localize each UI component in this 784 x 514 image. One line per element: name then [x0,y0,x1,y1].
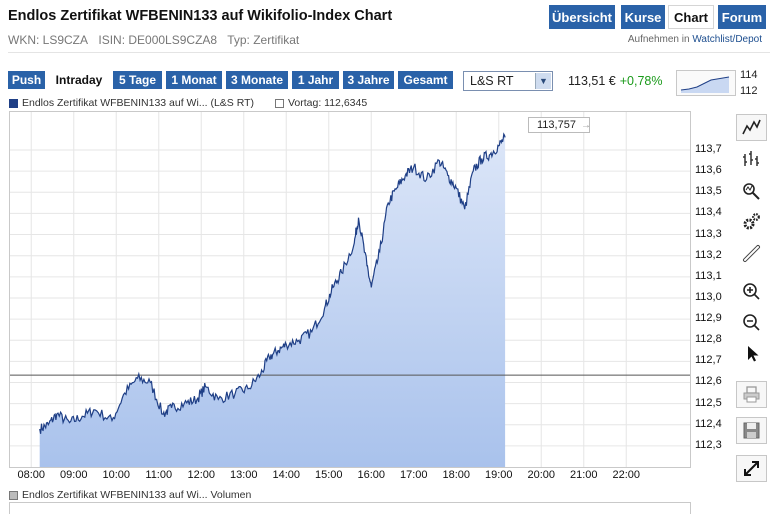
y-tick-label: 112,3 [695,438,722,451]
x-tick-label: 18:00 [442,469,471,481]
watchlist-target[interactable]: Watchlist/Depot [692,34,762,45]
y-tick-label: 112,5 [695,396,722,409]
previous-swatch [274,98,284,108]
arrow-right-icon: → [580,119,591,131]
watchlist-prefix: Aufnehmen in [627,34,690,45]
page-title: Endlos Zertifikat WFBENIN133 auf Wikifol… [8,8,393,24]
volume-legend: Endlos Zertifikat WFBENIN133 auf Wi... V… [9,489,251,501]
zoom-out-icon [743,314,760,331]
y-tick-label: 112,8 [695,333,722,346]
indicator-icon [743,183,760,200]
range-1-jahr[interactable]: 1 Jahr [292,71,339,89]
x-tick-label: 12:00 [187,469,216,481]
x-tick-label: 08:00 [17,469,46,481]
range-3-monate[interactable]: 3 Monate [226,71,288,89]
price-display: 113,51 € +0,78% [568,74,662,88]
x-tick-label: 09:00 [59,469,88,481]
fullscreen-button[interactable] [736,455,767,482]
x-tick-label: 20:00 [527,469,556,481]
y-tick-label: 112,9 [695,312,722,325]
y-tick-label: 113,5 [695,185,722,198]
price-value: 113,51 € [568,74,616,88]
isin-label: ISIN: DE000LS9CZA8 [98,33,218,47]
type-label: Typ: Zertifikat [227,33,300,47]
x-tick-label: 11:00 [145,469,173,481]
legend-previous: Vortag: 112,6345 [287,97,368,109]
y-tick-label: 113,3 [695,227,722,240]
price-chart-svg [10,112,690,467]
y-tick-label: 113,0 [695,290,722,303]
nav-uebersicht[interactable]: Übersicht [549,5,615,29]
y-tick-label: 113,2 [695,248,722,261]
volume-swatch [9,490,18,500]
price-line [39,132,506,434]
pointer-button[interactable] [736,340,767,367]
x-tick-label: 16:00 [357,469,386,481]
y-tick-label: 113,6 [695,164,722,177]
y-tick-label: 113,7 [695,143,722,156]
y-tick-label: 112,4 [695,417,722,430]
mini-high-label: 114 [740,69,758,81]
print-button[interactable] [736,381,767,408]
line-chart-icon [742,119,761,135]
security-meta: WKN: LS9CZA ISIN: DE000LS9CZA8 Typ: Zert… [8,33,306,47]
chevron-down-icon[interactable]: ▼ [535,73,551,89]
settings-button[interactable] [736,208,767,235]
fullscreen-icon [744,461,759,476]
x-tick-label: 15:00 [314,469,343,481]
last-value: 113,757 [537,119,576,131]
draw-line-button[interactable] [736,240,767,267]
print-icon [743,386,760,403]
x-tick-label: 13:00 [229,469,258,481]
line-chart-button[interactable] [736,114,767,141]
nav-kurse[interactable]: Kurse [621,5,665,29]
indicator-button[interactable] [736,177,767,204]
x-tick-label: 21:00 [569,469,598,481]
last-value-label: 113,757 → [528,117,591,133]
y-tick-label: 113,4 [695,206,722,219]
x-tick-label: 17:00 [399,469,428,481]
x-tick-label: 22:00 [612,469,641,481]
save-icon [743,422,760,439]
x-tick-label: 10:00 [102,469,131,481]
watchlist-link[interactable]: Aufnehmen in Watchlist/Depot [628,34,762,45]
chart-legend: Endlos Zertifikat WFBENIN133 auf Wi... (… [9,97,367,109]
range-push[interactable]: Push [8,71,45,89]
draw-line-icon [743,245,760,262]
mini-chart[interactable] [676,70,736,96]
header-divider [8,52,770,53]
range-intraday[interactable]: Intraday [49,71,109,89]
settings-icon [743,213,760,230]
ohlc-chart-button[interactable] [736,145,767,172]
price-chart[interactable] [9,111,691,468]
nav-forum[interactable]: Forum [718,5,766,29]
legend-series: Endlos Zertifikat WFBENIN133 auf Wi... (… [22,97,255,109]
range-1-monat[interactable]: 1 Monat [166,71,222,89]
y-tick-label: 112,7 [695,354,722,367]
exchange-value: L&S RT [470,74,514,88]
x-tick-label: 19:00 [484,469,513,481]
x-tick-label: 14:00 [272,469,301,481]
ohlc-chart-icon [743,151,759,166]
price-area [39,134,506,467]
zoom-in-button[interactable] [736,278,767,305]
mini-chart-sparkline-icon [680,76,730,93]
mini-low-label: 112 [740,85,758,97]
y-tick-label: 112,6 [695,375,722,388]
pointer-icon [748,346,759,362]
range-3-jahre[interactable]: 3 Jahre [343,71,394,89]
price-change: +0,78% [619,74,663,88]
legend-volume: Endlos Zertifikat WFBENIN133 auf Wi... V… [22,489,252,501]
range-5-tage[interactable]: 5 Tage [113,71,162,89]
wkn-label: WKN: LS9CZA [8,33,89,47]
y-tick-label: 113,1 [695,269,722,282]
volume-panel [9,502,691,514]
nav-chart[interactable]: Chart [668,5,714,29]
series-swatch [9,98,18,108]
save-button[interactable] [736,417,767,444]
zoom-out-button[interactable] [736,309,767,336]
zoom-in-icon [743,283,760,300]
range-gesamt[interactable]: Gesamt [398,71,453,89]
exchange-select[interactable]: L&S RT ▼ [463,71,553,91]
